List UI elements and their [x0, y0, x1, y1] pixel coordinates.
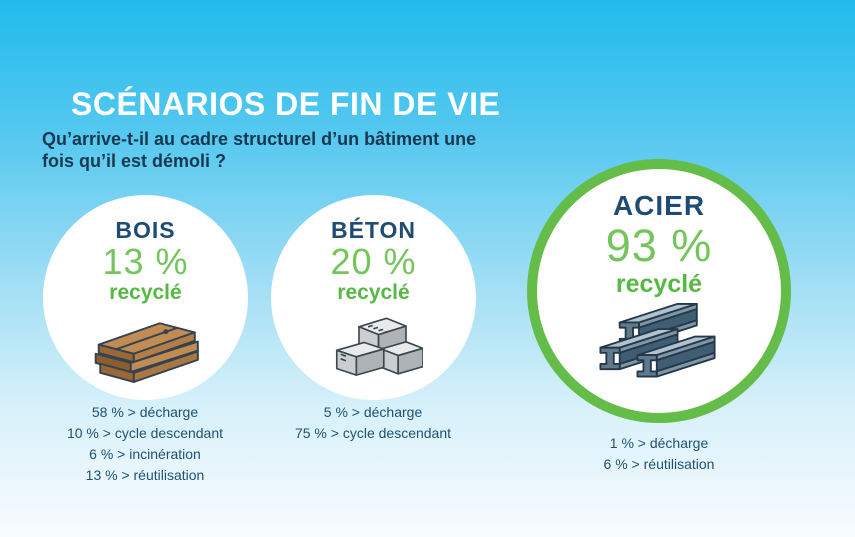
concrete-blocks-icon	[335, 317, 423, 376]
material-circle-bois: BOIS 13 % recyclé	[43, 195, 248, 400]
steel-beams-icon	[599, 302, 716, 378]
breakdown-line: 6 % > réutilisation	[603, 456, 715, 472]
material-circle-beton: BÉTON 20 % recyclé	[271, 195, 476, 400]
breakdown-line: 5 % > décharge	[323, 404, 423, 420]
material-recycled-label-beton: recyclé	[337, 281, 410, 304]
material-name-acier: ACIER	[612, 190, 706, 221]
subtitle-line-2: fois qu’il est démoli ?	[42, 151, 227, 171]
page-subtitle: Qu’arrive-t-il au cadre structurel d’un …	[42, 128, 476, 172]
material-breakdown-bois: 58 % > décharge 10 % > cycle descendant …	[5, 402, 285, 486]
material-breakdown-acier: 1 % > décharge 6 % > réutilisation	[519, 433, 799, 475]
breakdown-line: 75 % > cycle descendant	[294, 425, 452, 441]
material-breakdown-beton: 5 % > décharge 75 % > cycle descendant	[233, 402, 513, 444]
wood-planks-icon	[94, 322, 199, 383]
material-recycled-label-bois: recyclé	[109, 281, 182, 304]
material-circle-acier: ACIER 93 % recyclé	[527, 159, 791, 423]
material-name-bois: BOIS	[115, 217, 176, 243]
material-percent-beton: 20 %	[330, 241, 417, 282]
material-recycled-label-acier: recyclé	[615, 270, 703, 298]
breakdown-line: 10 % > cycle descendant	[66, 425, 224, 441]
breakdown-line: 58 % > décharge	[91, 404, 199, 420]
material-percent-bois: 13 %	[102, 241, 189, 282]
breakdown-line: 6 % > incinération	[89, 446, 201, 462]
breakdown-line: 13 % > réutilisation	[85, 467, 205, 483]
material-name-beton: BÉTON	[330, 217, 417, 243]
page-title: SCÉNARIOS DE FIN DE VIE	[71, 86, 501, 122]
subtitle-line-1: Qu’arrive-t-il au cadre structurel d’un …	[42, 129, 477, 149]
breakdown-line: 1 % > décharge	[609, 435, 709, 451]
material-percent-acier: 93 %	[605, 220, 713, 271]
